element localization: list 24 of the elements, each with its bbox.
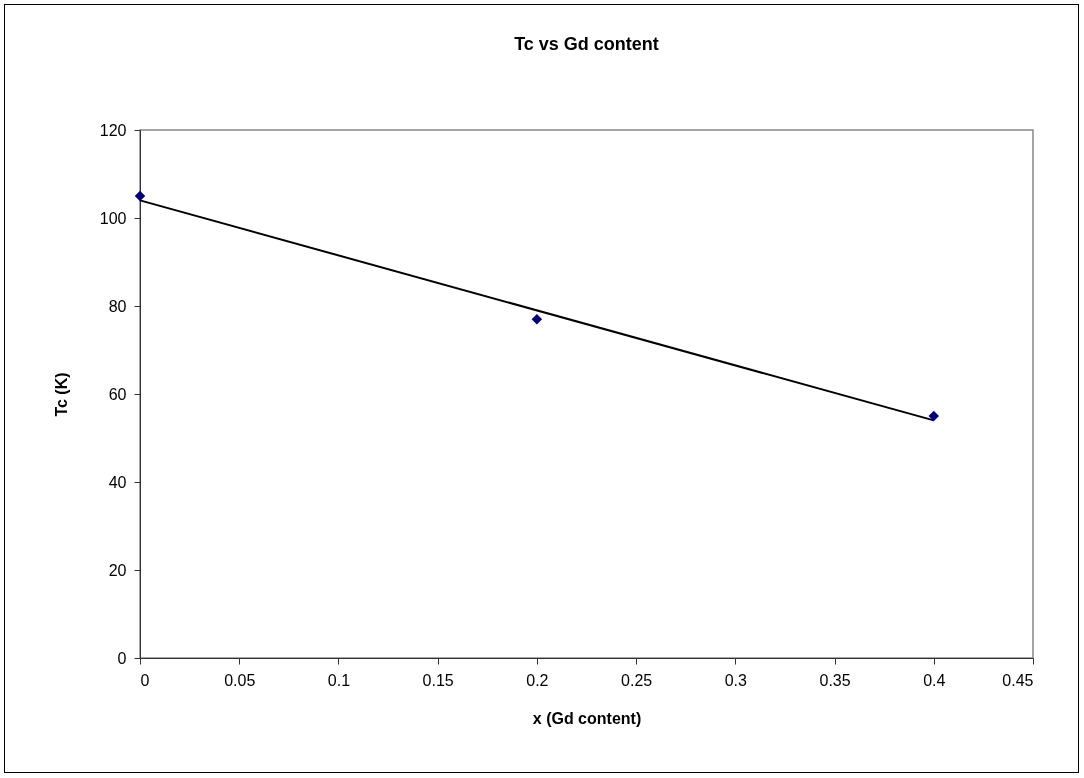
x-tick-label: 0.35	[819, 671, 851, 689]
y-tick-label: 20	[108, 561, 127, 579]
chart-title: Tc vs Gd content	[514, 34, 659, 54]
y-axis-title: Tc (K)	[52, 372, 70, 417]
point	[134, 190, 146, 202]
x-axis-title: x (Gd content)	[532, 709, 642, 727]
x-tick-label: 0.2	[526, 671, 549, 689]
x-tick-label: 0.3	[724, 671, 748, 689]
x-tick-label: 0.45	[1002, 671, 1034, 689]
point	[928, 410, 940, 422]
y-tick-label: 60	[108, 385, 127, 403]
x-tick-label: 0.15	[422, 671, 454, 689]
y-tick-label: 40	[108, 473, 127, 491]
point	[531, 313, 543, 325]
x-tick-label: 0.1	[327, 671, 351, 689]
y-tick-label: 0	[117, 649, 127, 667]
y-tick-label: 100	[99, 209, 127, 227]
y-tick-label: 80	[108, 297, 127, 315]
y-tick-label: 120	[99, 121, 127, 139]
x-tick-label: 0	[140, 671, 150, 689]
x-tick-label: 0.4	[923, 671, 946, 689]
chart-frame: 0 0.05 0.1 0.15 0.2 0.25 0.3 0.35 0.4 0.45 x (Gd content) 0 20 40 60 80 100 120 Tc (K) Tc vs Gd content	[4, 4, 1079, 773]
x-tick-label: 0.25	[621, 671, 653, 689]
x-tick-label: 0.05	[224, 671, 256, 689]
